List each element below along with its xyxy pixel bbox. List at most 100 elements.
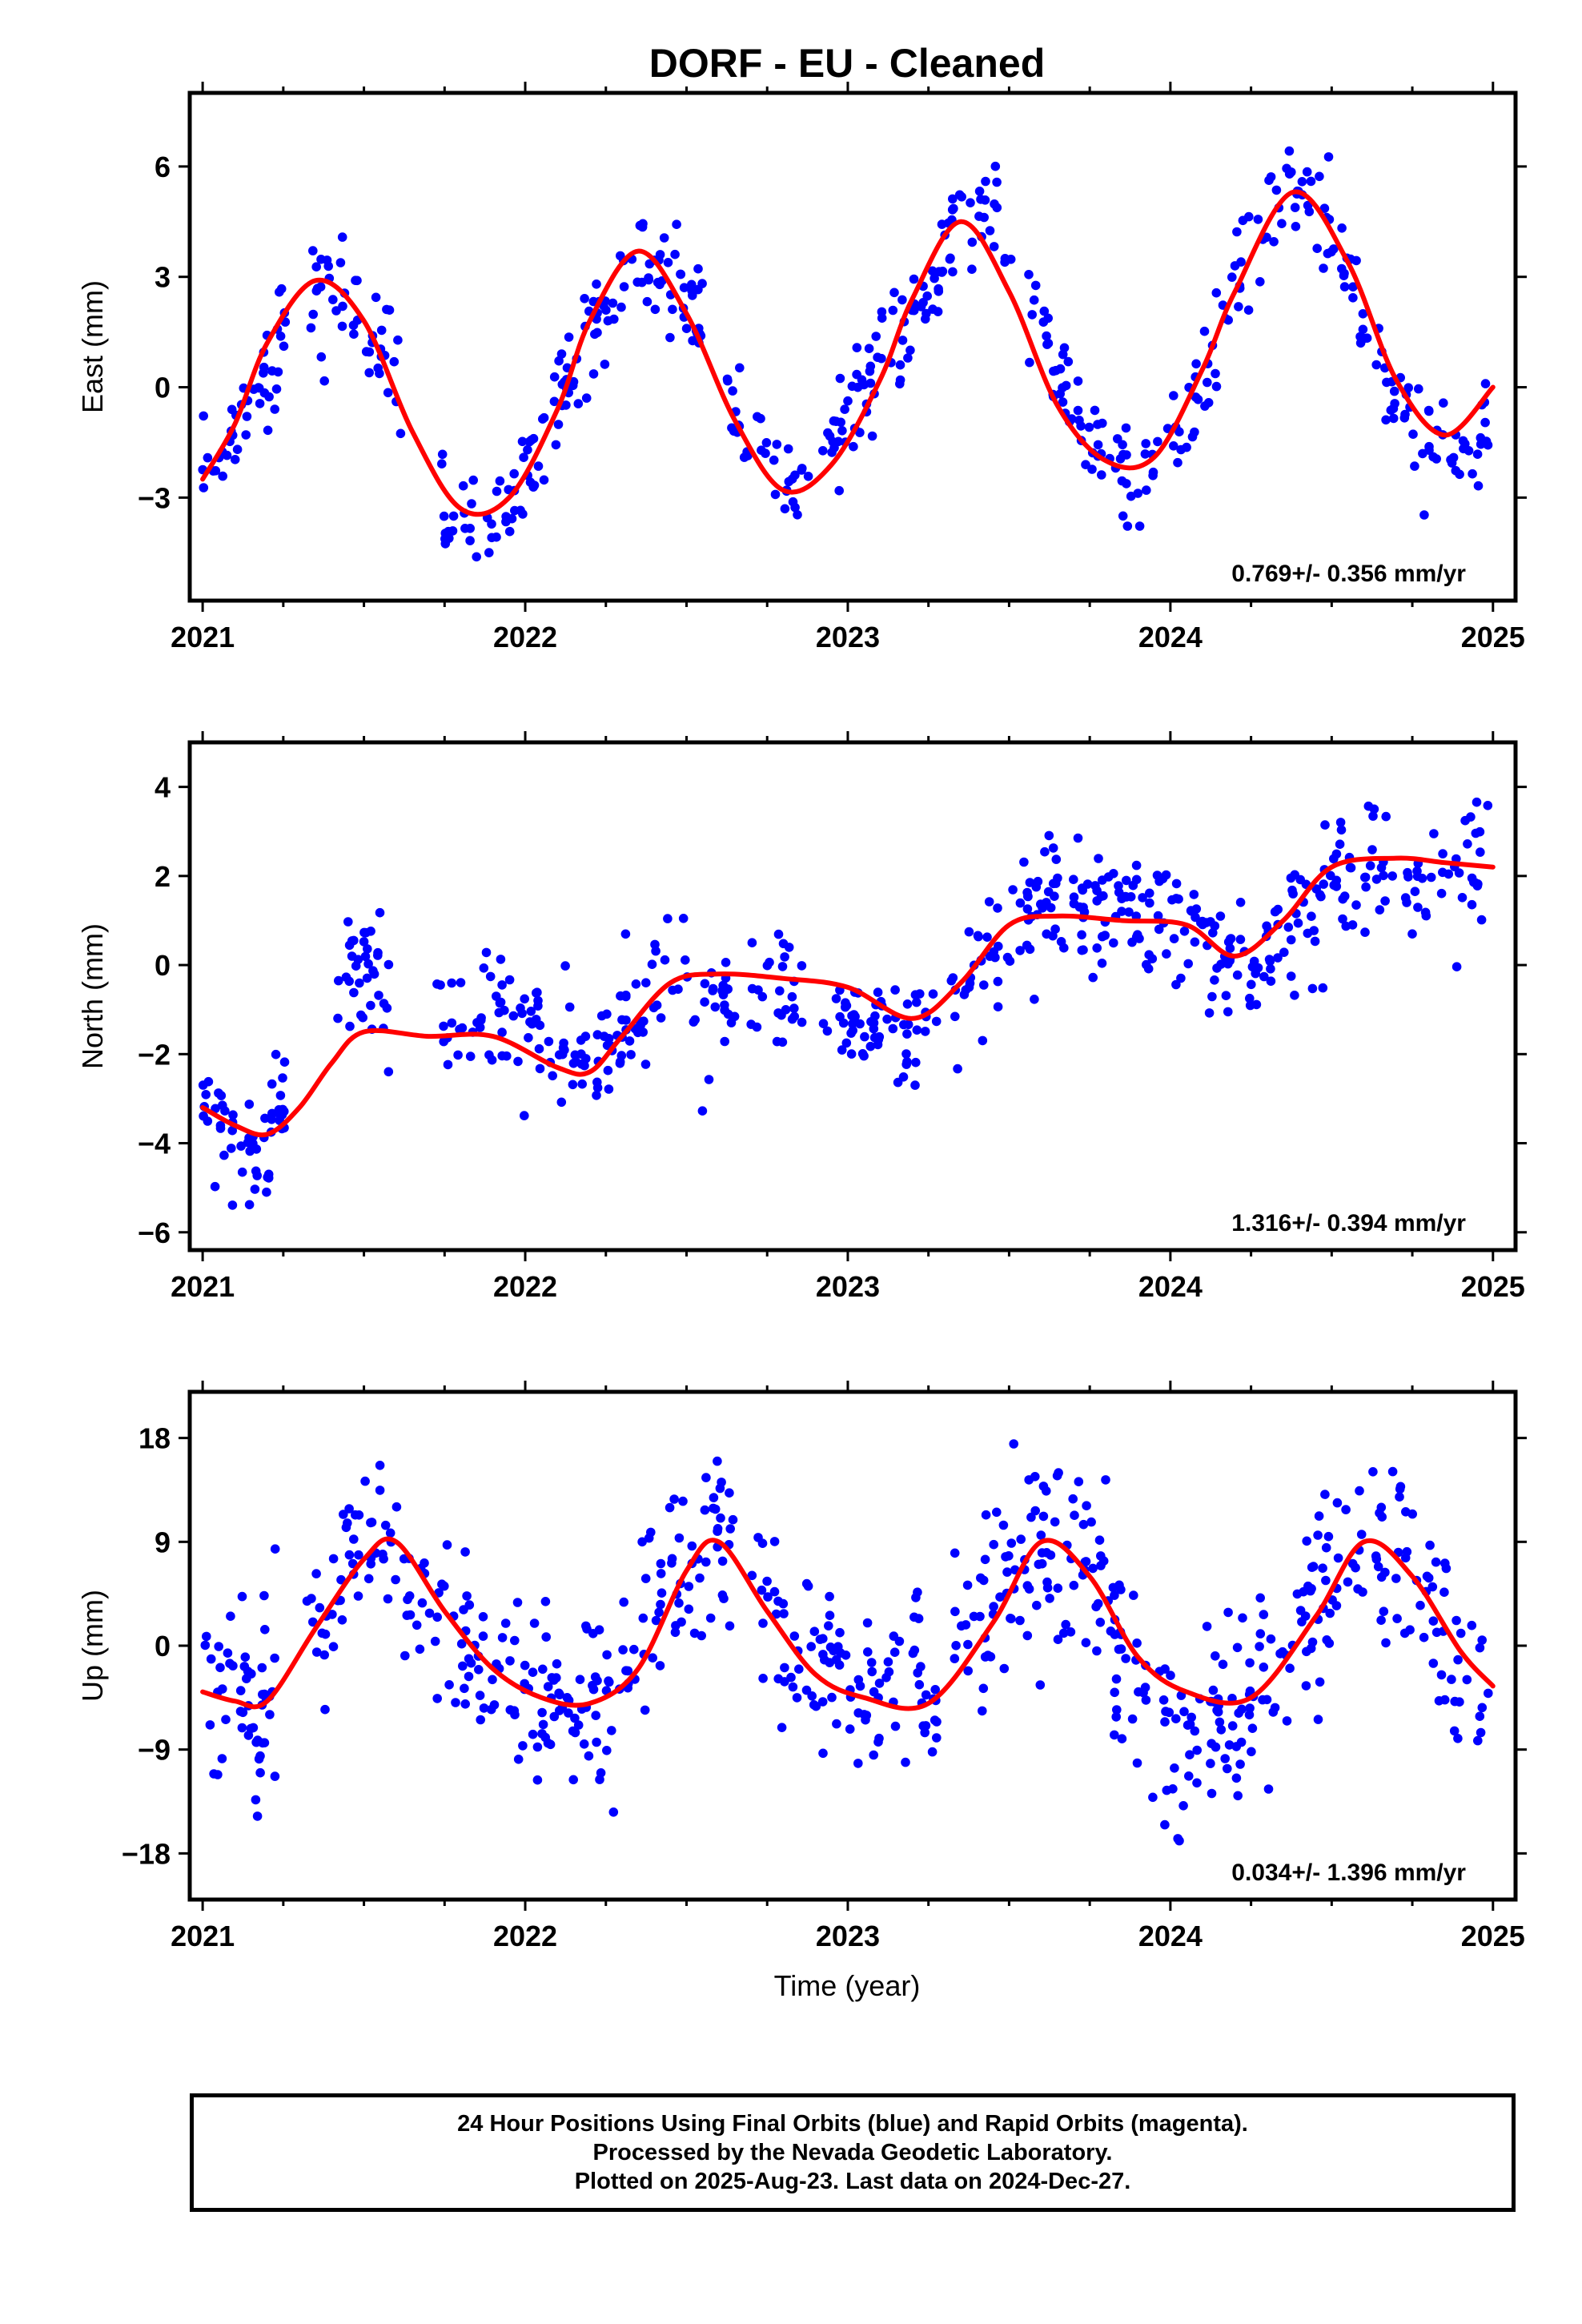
north-point (1043, 887, 1054, 897)
east-point (679, 283, 689, 293)
east-point (1134, 521, 1145, 531)
north-point (1371, 875, 1382, 884)
north-point (697, 1106, 708, 1116)
up-point (1371, 1554, 1382, 1564)
east-point (1277, 219, 1287, 229)
east-point (897, 336, 908, 345)
up-point (1215, 1717, 1225, 1727)
north-point (882, 1014, 892, 1024)
east-point (331, 306, 341, 316)
up-point (1245, 1658, 1255, 1668)
up-point (1166, 1671, 1175, 1680)
north-point (1457, 893, 1468, 903)
north-point (1208, 928, 1218, 938)
east-point (853, 382, 863, 392)
north-point (651, 946, 661, 956)
east-point (1473, 480, 1484, 491)
north-point (599, 1031, 609, 1041)
east-point (1042, 340, 1052, 349)
up-point (1419, 1632, 1429, 1642)
north-y-tick-label: 4 (155, 771, 171, 804)
up-point (1341, 1505, 1351, 1514)
up-point (1096, 1561, 1106, 1570)
north-point (580, 1060, 589, 1071)
north-point (859, 1051, 869, 1061)
east-point (1029, 295, 1039, 305)
up-point (1141, 1695, 1151, 1705)
east-point (642, 296, 652, 307)
up-point (715, 1483, 725, 1494)
north-point (641, 978, 651, 987)
up-point (1037, 1558, 1047, 1569)
north-point (1131, 911, 1141, 921)
east-point (632, 277, 642, 287)
north-point (831, 994, 841, 1003)
up-point (656, 1599, 665, 1610)
up-point (319, 1650, 330, 1660)
up-point (383, 1594, 393, 1604)
east-point (275, 332, 286, 341)
east-point (644, 275, 654, 285)
up-point (1415, 1600, 1425, 1610)
up-y-tick-label: −18 (122, 1837, 171, 1870)
east-point (966, 198, 975, 207)
up-point (1132, 1758, 1142, 1768)
north-point (1483, 801, 1493, 810)
north-point (1223, 1007, 1233, 1017)
north-point (227, 1144, 236, 1153)
north-point (1109, 869, 1118, 879)
up-point (789, 1631, 800, 1641)
east-point (1141, 439, 1150, 448)
north-point (334, 975, 343, 986)
north-point (592, 1083, 603, 1093)
up-point (818, 1748, 828, 1759)
north-point (1092, 943, 1102, 953)
north-point (1245, 1000, 1255, 1011)
east-point (592, 279, 601, 289)
north-point (1273, 904, 1283, 915)
up-point (402, 1610, 412, 1620)
up-point (1235, 1759, 1245, 1769)
east-point (852, 343, 862, 352)
up-point (1456, 1628, 1466, 1638)
up-point (579, 1739, 589, 1749)
up-point (889, 1631, 899, 1641)
north-point (1133, 930, 1142, 939)
north-point (1303, 928, 1313, 939)
east-point (757, 445, 766, 455)
up-point (930, 1685, 940, 1695)
up-point (1347, 1558, 1358, 1569)
north-point (1077, 930, 1086, 940)
up-point (1202, 1622, 1212, 1631)
up-point (317, 1628, 327, 1638)
up-point (1158, 1695, 1169, 1705)
north-point (479, 963, 489, 973)
up-point (701, 1557, 711, 1567)
east-point (797, 464, 807, 473)
up-point (1455, 1697, 1464, 1707)
up-point (656, 1569, 666, 1578)
up-point (520, 1660, 530, 1671)
figure-title: DORF - EU - Cleaned (649, 41, 1045, 86)
north-point (624, 1036, 635, 1046)
north-point (656, 1013, 666, 1023)
up-point (695, 1573, 705, 1583)
up-point (951, 1641, 961, 1651)
east-point (509, 468, 519, 479)
east-point (492, 486, 502, 497)
up-point (1301, 1681, 1311, 1691)
north-point (362, 973, 372, 983)
north-point (355, 978, 364, 988)
east-point (769, 455, 779, 465)
north-point (497, 980, 507, 990)
east-point (663, 258, 673, 267)
north-point (592, 1091, 601, 1100)
up-point (1484, 1688, 1493, 1699)
east-point (1243, 305, 1254, 316)
up-point (978, 1706, 987, 1716)
east-point (753, 412, 762, 422)
north-point (236, 1141, 246, 1151)
north-point (888, 1023, 898, 1034)
north-point (841, 998, 850, 1007)
up-point (1387, 1466, 1398, 1477)
